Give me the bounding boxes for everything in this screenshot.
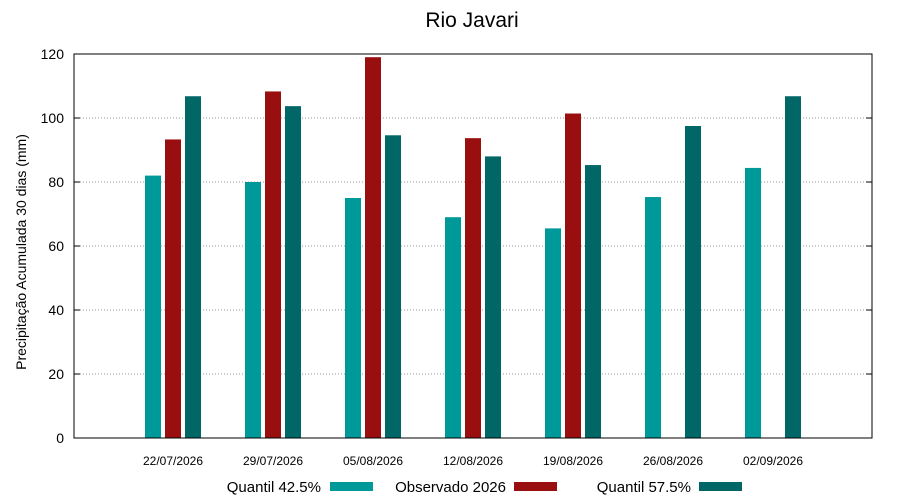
- bar-q575-3: [485, 156, 501, 438]
- y-tick-label: 20: [48, 366, 64, 382]
- x-tick-label: 12/08/2026: [443, 454, 503, 468]
- y-tick-label: 0: [56, 430, 64, 446]
- bar-obs2026-4: [565, 113, 581, 439]
- bar-q425-3: [445, 217, 461, 438]
- chart-title: Rio Javari: [425, 9, 518, 32]
- legend-swatch: [330, 482, 373, 491]
- bar-q425-2: [345, 198, 361, 438]
- legend-swatch: [514, 482, 557, 491]
- y-axis-label: Precipitação Acumulada 30 dias (mm): [13, 134, 29, 370]
- bar-obs2026-0: [165, 139, 181, 438]
- bar-q425-6: [745, 167, 761, 439]
- x-tick-label: 05/08/2026: [343, 454, 403, 468]
- y-tick-label: 60: [48, 238, 64, 254]
- legend-label: Quantil 57.5%: [597, 479, 691, 496]
- bar-q575-2: [385, 135, 401, 438]
- legend-label: Observado 2026: [395, 479, 506, 496]
- x-tick-label: 22/07/2026: [143, 454, 203, 468]
- legend-label: Quantil 42.5%: [227, 479, 321, 496]
- legend-swatch: [699, 482, 742, 491]
- y-tick-label: 120: [41, 46, 65, 62]
- bar-q575-5: [685, 126, 701, 438]
- bar-q575-0: [185, 96, 201, 439]
- bar-q425-0: [145, 175, 161, 438]
- bar-obs2026-1: [265, 91, 281, 438]
- bars: [145, 57, 801, 439]
- x-axis-ticks: 22/07/2026 29/07/2026 05/08/2026 12/08/2026…: [143, 454, 803, 468]
- legend: Quantil 42.5% Observado 2026 Quantil 57.5%: [227, 479, 742, 496]
- x-tick-label: 26/08/2026: [643, 454, 703, 468]
- bar-q425-5: [645, 197, 661, 438]
- bar-q575-6: [785, 96, 801, 439]
- y-tick-label: 40: [48, 302, 64, 318]
- y-tick-label: 80: [48, 174, 64, 190]
- y-tick-label: 100: [41, 110, 65, 126]
- bar-q425-4: [545, 228, 561, 438]
- y-axis-ticks: 0 20 40 60 80 100 120: [41, 46, 872, 446]
- bar-obs2026-2: [365, 57, 381, 438]
- x-tick-label: 19/08/2026: [543, 454, 603, 468]
- bar-q575-1: [285, 106, 301, 438]
- bar-q425-1: [245, 182, 261, 438]
- x-tick-label: 02/09/2026: [743, 454, 803, 468]
- bar-q575-4: [585, 165, 601, 439]
- x-tick-label: 29/07/2026: [243, 454, 303, 468]
- bar-obs2026-3: [465, 138, 481, 438]
